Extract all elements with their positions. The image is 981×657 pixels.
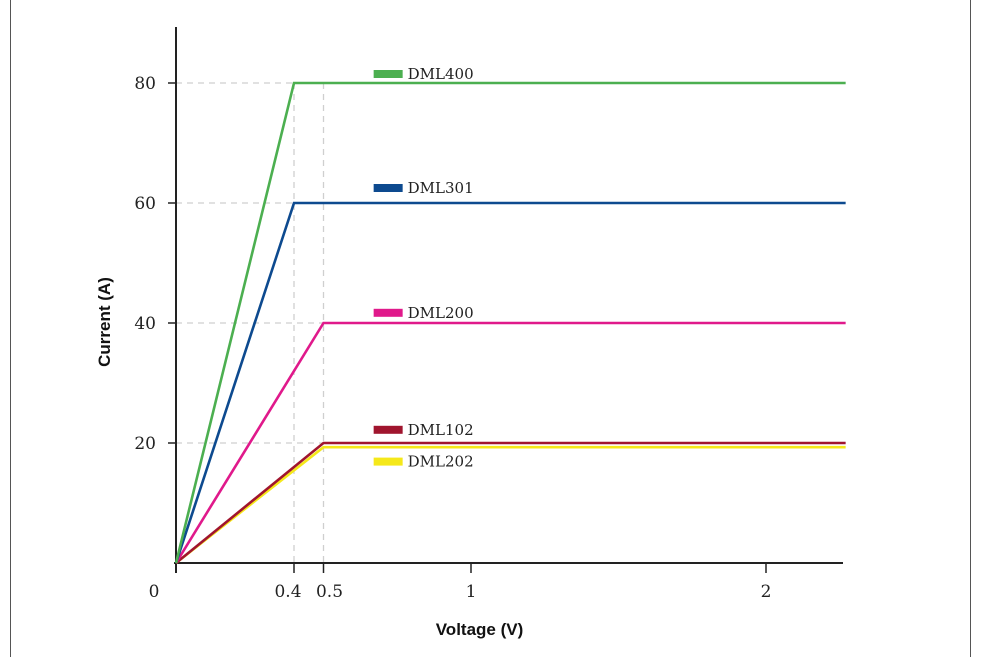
legend-swatch-dml400 xyxy=(373,70,403,78)
legend-swatch-dml301 xyxy=(373,184,403,192)
origin-label: 0 xyxy=(149,582,160,602)
x-tick-label: 2 xyxy=(761,582,772,602)
legend-swatch-dml102 xyxy=(373,425,403,434)
legend-label-dml102: DML102 xyxy=(408,421,474,439)
series-line-dml202 xyxy=(175,445,846,565)
y-axis-title: Current (A) xyxy=(95,277,114,367)
legend-label-dml200: DML200 xyxy=(408,304,474,322)
guide-lines xyxy=(176,82,325,563)
y-tick-label: 80 xyxy=(134,74,156,94)
chart-frame xyxy=(10,0,971,657)
x-tick-label: 0.5 xyxy=(316,582,343,602)
y-tick-label: 20 xyxy=(134,434,156,454)
legend-label-dml301: DML301 xyxy=(408,179,474,197)
series-line-dml102 xyxy=(175,441,846,565)
x-tick-label: 1 xyxy=(466,582,477,602)
series-lines xyxy=(174,81,846,565)
y-tick-label: 60 xyxy=(134,194,156,214)
legend-label-dml202: DML202 xyxy=(408,453,474,471)
legend-swatch-dml200 xyxy=(373,308,403,317)
x-axis-title: Voltage (V) xyxy=(436,620,524,639)
series-line-dml200 xyxy=(174,321,846,564)
series-line-dml400 xyxy=(174,81,846,564)
axes xyxy=(174,27,843,573)
x-tick-label: 0.4 xyxy=(274,582,301,602)
y-tick-label: 40 xyxy=(134,314,156,334)
legend-swatch-dml202 xyxy=(373,457,403,466)
series-line-dml301 xyxy=(174,201,846,564)
legend: DML400 DML301 DML200 DML102 DML202 xyxy=(373,65,474,471)
legend-label-dml400: DML400 xyxy=(408,65,474,83)
